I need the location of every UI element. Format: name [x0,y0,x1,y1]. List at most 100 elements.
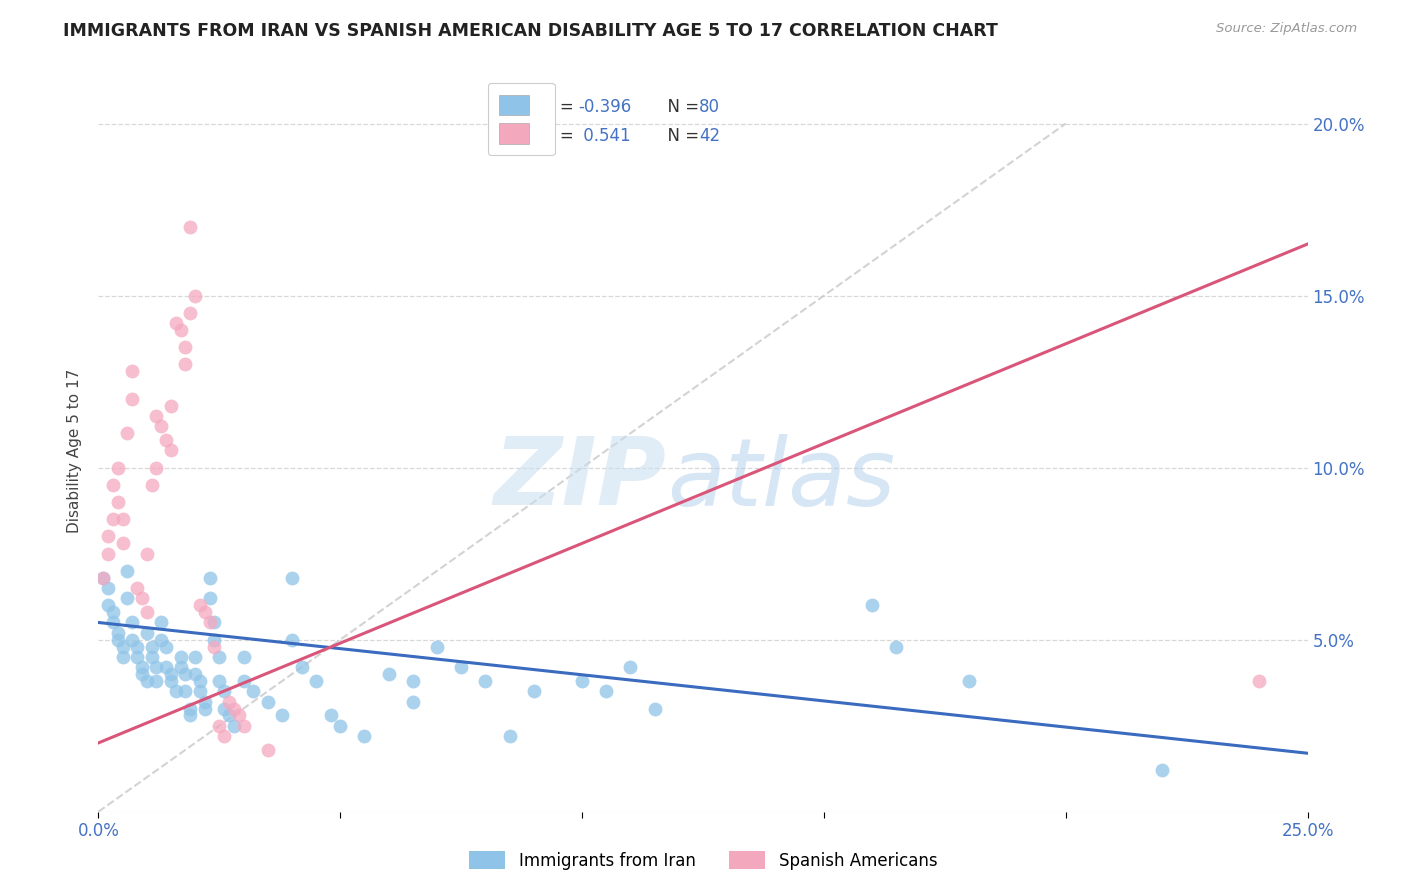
Point [91,571,114,585]
Point [402,695,425,709]
Point [188,599,211,613]
Point [150,419,173,434]
Point [184,288,207,302]
Point [160,399,183,413]
Point [131,667,153,681]
Point [107,632,129,647]
Legend: Immigrants from Iran, Spanish Americans: Immigrants from Iran, Spanish Americans [463,845,943,877]
Point [121,632,143,647]
Point [179,708,201,723]
Text: IMMIGRANTS FROM IRAN VS SPANISH AMERICAN DISABILITY AGE 5 TO 17 CORRELATION CHAR: IMMIGRANTS FROM IRAN VS SPANISH AMERICAN… [63,22,998,40]
Text: 42: 42 [699,128,720,145]
Point [165,316,187,330]
Text: 80: 80 [699,97,720,116]
Point [353,729,375,743]
Point [256,743,278,757]
Point [208,673,231,688]
Point [232,649,254,664]
Point [271,708,294,723]
Point [111,536,134,550]
Point [208,719,231,733]
Point [402,673,425,688]
Point [97,581,120,595]
Point [329,719,352,733]
Point [281,632,304,647]
Text: R =: R = [543,97,579,116]
Point [169,649,191,664]
Point [97,547,120,561]
Point [121,615,143,630]
Point [101,605,124,619]
Point [426,640,449,654]
Point [232,719,254,733]
Point [188,673,211,688]
Point [169,660,191,674]
Point [111,649,134,664]
Point [165,684,187,698]
Point [644,701,666,715]
Point [107,495,129,509]
Point [117,591,139,606]
Point [101,512,124,526]
Point [169,323,191,337]
Point [150,615,173,630]
Text: N =: N = [657,128,704,145]
Point [212,684,235,698]
Text: atlas: atlas [666,434,896,524]
Point [127,640,149,654]
Point [155,640,177,654]
Legend:  ,  : , [488,83,554,155]
Point [212,729,235,743]
Point [194,701,217,715]
Point [145,673,167,688]
Point [188,684,211,698]
Point [290,660,312,674]
Point [242,684,264,698]
Point [121,364,143,378]
Point [208,649,231,664]
Point [204,632,226,647]
Point [595,684,617,698]
Point [198,591,221,606]
Text: 0.541: 0.541 [578,128,631,145]
Point [135,673,157,688]
Point [117,426,139,441]
Point [222,701,245,715]
Point [131,660,153,674]
Point [101,615,124,630]
Point [319,708,342,723]
Point [91,571,114,585]
Point [141,478,163,492]
Point [145,409,167,423]
Point [204,640,226,654]
Point [222,719,245,733]
Point [184,667,207,681]
Text: R =: R = [543,128,579,145]
Y-axis label: Disability Age 5 to 17: Disability Age 5 to 17 [67,368,83,533]
Point [155,433,177,447]
Point [135,605,157,619]
Point [160,443,183,458]
Point [135,547,157,561]
Point [498,729,520,743]
Text: Source: ZipAtlas.com: Source: ZipAtlas.com [1216,22,1357,36]
Point [571,673,593,688]
Point [860,599,883,613]
Text: ZIP: ZIP [494,434,666,525]
Point [194,695,217,709]
Point [957,673,980,688]
Point [160,667,183,681]
Point [184,649,207,664]
Point [228,708,250,723]
Point [141,640,163,654]
Point [474,673,496,688]
Point [97,599,120,613]
Point [218,708,240,723]
Point [141,649,163,664]
Point [212,701,235,715]
Point [127,581,149,595]
Point [305,673,328,688]
Point [174,358,197,372]
Point [131,591,153,606]
Point [450,660,472,674]
